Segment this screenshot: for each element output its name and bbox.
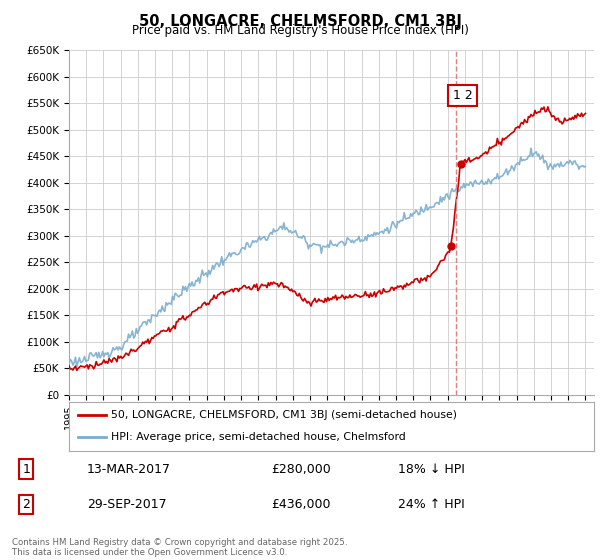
Text: HPI: Average price, semi-detached house, Chelmsford: HPI: Average price, semi-detached house,…: [111, 432, 406, 442]
Text: 50, LONGACRE, CHELMSFORD, CM1 3BJ: 50, LONGACRE, CHELMSFORD, CM1 3BJ: [139, 14, 461, 29]
Text: 18% ↓ HPI: 18% ↓ HPI: [398, 463, 465, 475]
Text: Contains HM Land Registry data © Crown copyright and database right 2025.
This d: Contains HM Land Registry data © Crown c…: [12, 538, 347, 557]
Text: 1 2: 1 2: [453, 89, 473, 102]
Text: £436,000: £436,000: [271, 498, 331, 511]
Text: 2: 2: [22, 498, 31, 511]
Text: 24% ↑ HPI: 24% ↑ HPI: [398, 498, 464, 511]
Text: £280,000: £280,000: [271, 463, 331, 475]
Text: Price paid vs. HM Land Registry's House Price Index (HPI): Price paid vs. HM Land Registry's House …: [131, 24, 469, 37]
Text: 50, LONGACRE, CHELMSFORD, CM1 3BJ (semi-detached house): 50, LONGACRE, CHELMSFORD, CM1 3BJ (semi-…: [111, 410, 457, 420]
Text: 13-MAR-2017: 13-MAR-2017: [87, 463, 171, 475]
Text: 29-SEP-2017: 29-SEP-2017: [87, 498, 167, 511]
Text: 1: 1: [22, 463, 31, 475]
